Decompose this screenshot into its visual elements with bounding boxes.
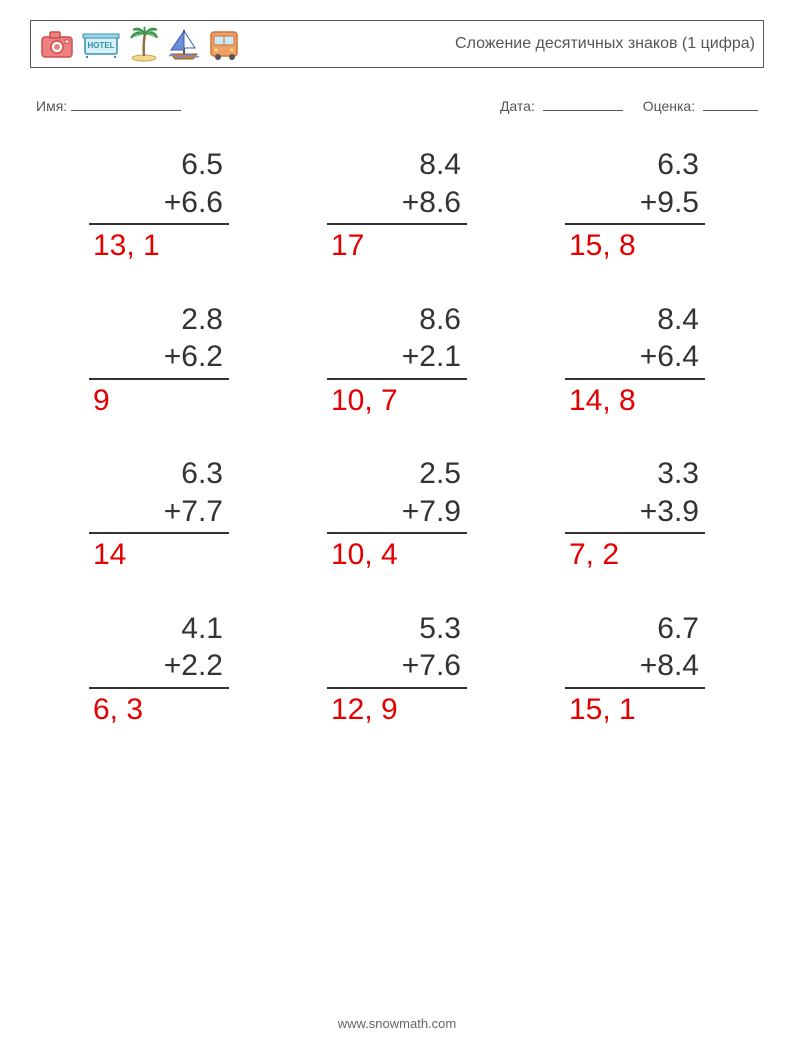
answer: 14 — [89, 534, 229, 574]
svg-text:HOTEL: HOTEL — [87, 41, 114, 50]
answer: 14, 8 — [565, 380, 705, 420]
problem: 5.3+7.612, 9 — [327, 610, 467, 729]
problem: 6.7+8.415, 1 — [565, 610, 705, 729]
camera-icon — [39, 28, 75, 60]
answer: 17 — [327, 225, 467, 265]
operand-b: +9.5 — [565, 184, 705, 226]
icon-row: HOTEL — [39, 26, 243, 62]
operand-a: 8.6 — [327, 301, 467, 339]
header-box: HOTEL — [30, 20, 764, 68]
operand-b: +7.7 — [89, 493, 229, 535]
answer: 15, 8 — [565, 225, 705, 265]
footer: www.snowmath.com — [0, 1016, 794, 1031]
answer: 9 — [89, 380, 229, 420]
problem: 8.6+2.110, 7 — [327, 301, 467, 420]
problems-grid: 6.5+6.613, 18.4+8.6176.3+9.515, 82.8+6.2… — [30, 146, 764, 728]
operand-b: +8.6 — [327, 184, 467, 226]
problem: 6.5+6.613, 1 — [89, 146, 229, 265]
name-label: Имя: — [36, 98, 67, 114]
score-blank — [703, 110, 758, 111]
operand-b: +6.4 — [565, 338, 705, 380]
palm-icon — [127, 26, 161, 62]
problem: 3.3+3.97, 2 — [565, 455, 705, 574]
problem: 2.8+6.29 — [89, 301, 229, 420]
sail-icon — [167, 26, 201, 62]
operand-a: 3.3 — [565, 455, 705, 493]
operand-a: 8.4 — [327, 146, 467, 184]
answer: 10, 4 — [327, 534, 467, 574]
answer: 10, 7 — [327, 380, 467, 420]
answer: 7, 2 — [565, 534, 705, 574]
answer: 13, 1 — [89, 225, 229, 265]
operand-a: 2.5 — [327, 455, 467, 493]
operand-b: +2.2 — [89, 647, 229, 689]
answer: 15, 1 — [565, 689, 705, 729]
operand-a: 6.5 — [89, 146, 229, 184]
answer: 6, 3 — [89, 689, 229, 729]
operand-b: +7.6 — [327, 647, 467, 689]
operand-b: +3.9 — [565, 493, 705, 535]
date-blank — [543, 110, 623, 111]
operand-b: +6.6 — [89, 184, 229, 226]
operand-b: +7.9 — [327, 493, 467, 535]
operand-a: 8.4 — [565, 301, 705, 339]
footer-text: www.snowmath.com — [338, 1016, 456, 1031]
problem: 6.3+9.515, 8 — [565, 146, 705, 265]
problem: 2.5+7.910, 4 — [327, 455, 467, 574]
operand-a: 4.1 — [89, 610, 229, 648]
problem: 8.4+8.617 — [327, 146, 467, 265]
answer: 12, 9 — [327, 689, 467, 729]
bus-icon — [207, 26, 243, 62]
problem: 6.3+7.714 — [89, 455, 229, 574]
score-label: Оценка: — [643, 98, 695, 114]
operand-b: +2.1 — [327, 338, 467, 380]
operand-b: +6.2 — [89, 338, 229, 380]
info-row: Имя: Дата: Оценка: — [30, 98, 764, 114]
operand-a: 6.3 — [565, 146, 705, 184]
operand-a: 5.3 — [327, 610, 467, 648]
worksheet-title: Сложение десятичных знаков (1 цифра) — [455, 35, 755, 53]
operand-a: 2.8 — [89, 301, 229, 339]
operand-a: 6.3 — [89, 455, 229, 493]
date-label: Дата: — [500, 98, 535, 114]
problem: 8.4+6.414, 8 — [565, 301, 705, 420]
operand-b: +8.4 — [565, 647, 705, 689]
problem: 4.1+2.26, 3 — [89, 610, 229, 729]
operand-a: 6.7 — [565, 610, 705, 648]
hotel-icon: HOTEL — [81, 28, 121, 60]
name-blank — [71, 110, 181, 111]
